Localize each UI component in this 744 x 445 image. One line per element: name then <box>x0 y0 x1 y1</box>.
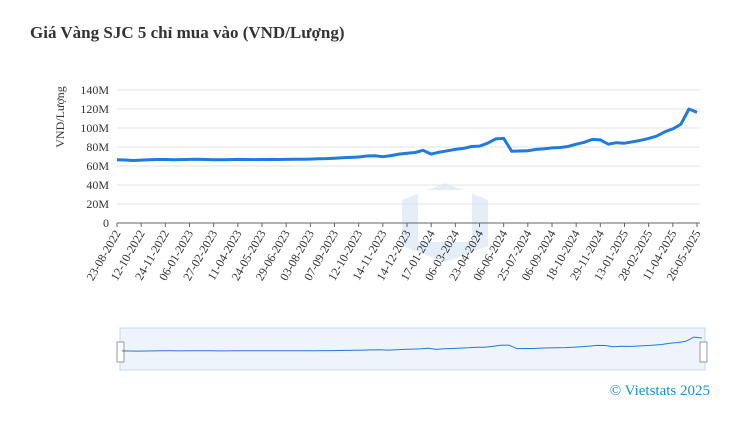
credit: © Vietstats 2025 <box>610 383 710 399</box>
y-tick-label: 40M <box>86 178 109 192</box>
y-axis-label: VND/Lượng <box>53 86 67 148</box>
y-tick-label: 60M <box>86 159 109 173</box>
chart-title: Giá Vàng SJC 5 chỉ mua vào (VND/Lượng) <box>30 23 344 42</box>
y-tick-label: 100M <box>80 121 109 135</box>
y-tick-label: 120M <box>80 102 109 116</box>
y-tick-label: 140M <box>80 83 109 97</box>
zoom-preview-line <box>121 336 703 352</box>
y-tick-label: 0 <box>103 216 109 230</box>
y-tick-label: 80M <box>86 140 109 154</box>
zoom-handle[interactable] <box>116 341 125 363</box>
series-line <box>116 107 698 162</box>
y-tick-label: 20M <box>86 197 109 211</box>
zoom-handle[interactable] <box>699 341 708 363</box>
